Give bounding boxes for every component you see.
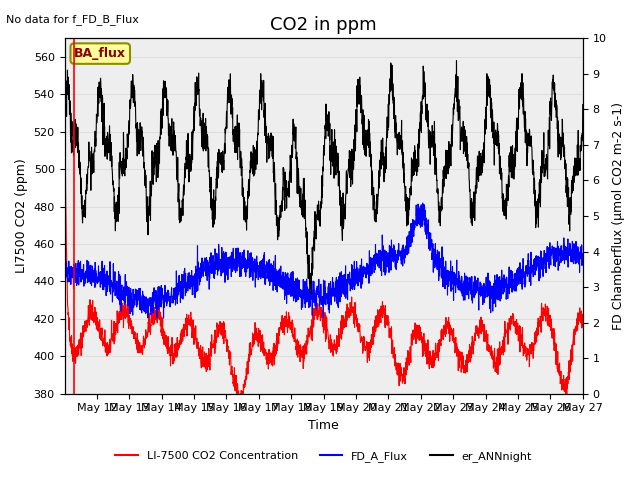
Y-axis label: LI7500 CO2 (ppm): LI7500 CO2 (ppm) bbox=[15, 158, 28, 274]
Legend: LI-7500 CO2 Concentration, FD_A_Flux, er_ANNnight: LI-7500 CO2 Concentration, FD_A_Flux, er… bbox=[111, 446, 536, 466]
Title: CO2 in ppm: CO2 in ppm bbox=[270, 16, 377, 34]
X-axis label: Time: Time bbox=[308, 419, 339, 432]
Y-axis label: FD Chamberflux (μmol CO2 m-2 s-1): FD Chamberflux (μmol CO2 m-2 s-1) bbox=[612, 102, 625, 330]
Text: No data for f_FD_B_Flux: No data for f_FD_B_Flux bbox=[6, 14, 140, 25]
Text: BA_flux: BA_flux bbox=[74, 47, 126, 60]
